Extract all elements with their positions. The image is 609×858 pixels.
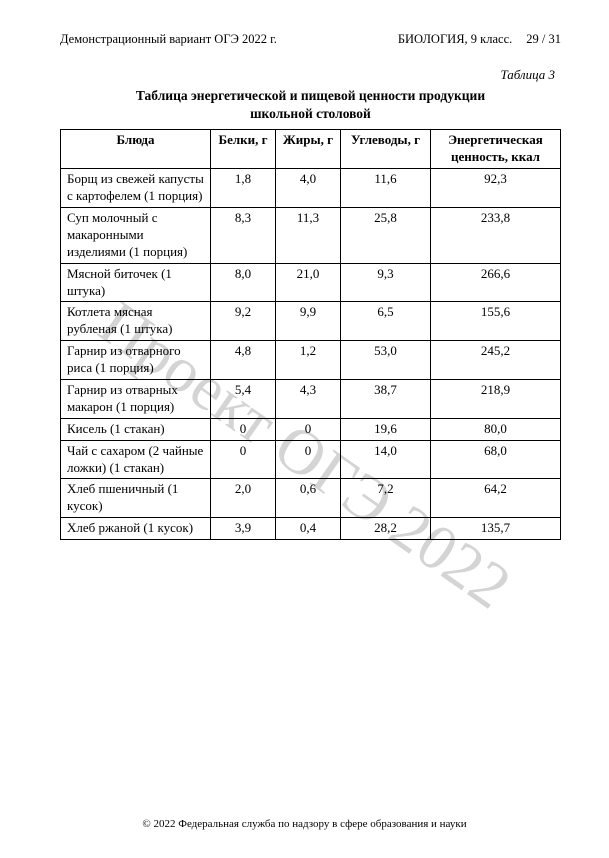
- cell-fat: 0: [276, 440, 341, 479]
- cell-kcal: 245,2: [431, 341, 561, 380]
- cell-dish: Суп молочный с макаронными изделиями (1 …: [61, 208, 211, 264]
- cell-carbs: 28,2: [341, 518, 431, 540]
- cell-fat: 4,3: [276, 380, 341, 419]
- cell-protein: 8,0: [211, 263, 276, 302]
- cell-carbs: 19,6: [341, 418, 431, 440]
- col-carbs: Углеводы, г: [341, 130, 431, 169]
- cell-fat: 11,3: [276, 208, 341, 264]
- cell-dish: Котлета мясная рубленая (1 штука): [61, 302, 211, 341]
- table-row: Гарнир из отварных макарон (1 порция)5,4…: [61, 380, 561, 419]
- table-label: Таблица 3: [60, 67, 555, 83]
- header-page: 29 / 31: [526, 32, 561, 47]
- cell-fat: 0,4: [276, 518, 341, 540]
- table-header-row: Блюда Белки, г Жиры, г Углеводы, г Энерг…: [61, 130, 561, 169]
- cell-dish: Чай с сахаром (2 чайные ложки) (1 стакан…: [61, 440, 211, 479]
- cell-dish: Хлеб пшеничный (1 кусок): [61, 479, 211, 518]
- cell-fat: 21,0: [276, 263, 341, 302]
- cell-dish: Борщ из свежей капусты с картофелем (1 п…: [61, 169, 211, 208]
- cell-kcal: 155,6: [431, 302, 561, 341]
- cell-carbs: 7,2: [341, 479, 431, 518]
- cell-fat: 0,6: [276, 479, 341, 518]
- cell-fat: 9,9: [276, 302, 341, 341]
- page-footer: © 2022 Федеральная служба по надзору в с…: [0, 818, 609, 830]
- table-row: Суп молочный с макаронными изделиями (1 …: [61, 208, 561, 264]
- cell-protein: 2,0: [211, 479, 276, 518]
- cell-dish: Гарнир из отварных макарон (1 порция): [61, 380, 211, 419]
- cell-fat: 1,2: [276, 341, 341, 380]
- cell-dish: Гарнир из отварного риса (1 порция): [61, 341, 211, 380]
- table-row: Хлеб пшеничный (1 кусок)2,00,67,264,2: [61, 479, 561, 518]
- cell-dish: Кисель (1 стакан): [61, 418, 211, 440]
- cell-kcal: 64,2: [431, 479, 561, 518]
- page-content: Демонстрационный вариант ОГЭ 2022 г. БИО…: [0, 0, 609, 540]
- cell-protein: 8,3: [211, 208, 276, 264]
- cell-carbs: 14,0: [341, 440, 431, 479]
- table-row: Мясной биточек (1 штука)8,021,09,3266,6: [61, 263, 561, 302]
- cell-fat: 4,0: [276, 169, 341, 208]
- cell-kcal: 80,0: [431, 418, 561, 440]
- table-title-line2: школьной столовой: [250, 106, 371, 121]
- cell-protein: 1,8: [211, 169, 276, 208]
- table-title: Таблица энергетической и пищевой ценност…: [60, 87, 561, 123]
- col-kcal: Энергетическая ценность, ккал: [431, 130, 561, 169]
- table-row: Гарнир из отварного риса (1 порция)4,81,…: [61, 341, 561, 380]
- cell-kcal: 266,6: [431, 263, 561, 302]
- cell-carbs: 38,7: [341, 380, 431, 419]
- nutrition-table: Блюда Белки, г Жиры, г Углеводы, г Энерг…: [60, 129, 561, 540]
- page-header: Демонстрационный вариант ОГЭ 2022 г. БИО…: [60, 32, 561, 47]
- cell-dish: Хлеб ржаной (1 кусок): [61, 518, 211, 540]
- col-protein: Белки, г: [211, 130, 276, 169]
- cell-protein: 0: [211, 418, 276, 440]
- table-row: Котлета мясная рубленая (1 штука)9,29,96…: [61, 302, 561, 341]
- table-title-line1: Таблица энергетической и пищевой ценност…: [136, 88, 485, 103]
- header-subject: БИОЛОГИЯ, 9 класс.: [398, 32, 512, 47]
- cell-dish: Мясной биточек (1 штука): [61, 263, 211, 302]
- table-row: Чай с сахаром (2 чайные ложки) (1 стакан…: [61, 440, 561, 479]
- cell-protein: 9,2: [211, 302, 276, 341]
- table-row: Хлеб ржаной (1 кусок)3,90,428,2135,7: [61, 518, 561, 540]
- cell-protein: 0: [211, 440, 276, 479]
- cell-kcal: 218,9: [431, 380, 561, 419]
- cell-carbs: 25,8: [341, 208, 431, 264]
- cell-protein: 3,9: [211, 518, 276, 540]
- cell-carbs: 6,5: [341, 302, 431, 341]
- cell-kcal: 92,3: [431, 169, 561, 208]
- col-fat: Жиры, г: [276, 130, 341, 169]
- cell-kcal: 135,7: [431, 518, 561, 540]
- table-row: Борщ из свежей капусты с картофелем (1 п…: [61, 169, 561, 208]
- cell-carbs: 53,0: [341, 341, 431, 380]
- col-dish: Блюда: [61, 130, 211, 169]
- cell-fat: 0: [276, 418, 341, 440]
- cell-carbs: 9,3: [341, 263, 431, 302]
- cell-protein: 5,4: [211, 380, 276, 419]
- cell-carbs: 11,6: [341, 169, 431, 208]
- cell-kcal: 68,0: [431, 440, 561, 479]
- header-left: Демонстрационный вариант ОГЭ 2022 г.: [60, 32, 277, 47]
- table-row: Кисель (1 стакан)0019,680,0: [61, 418, 561, 440]
- table-body: Борщ из свежей капусты с картофелем (1 п…: [61, 169, 561, 540]
- cell-protein: 4,8: [211, 341, 276, 380]
- cell-kcal: 233,8: [431, 208, 561, 264]
